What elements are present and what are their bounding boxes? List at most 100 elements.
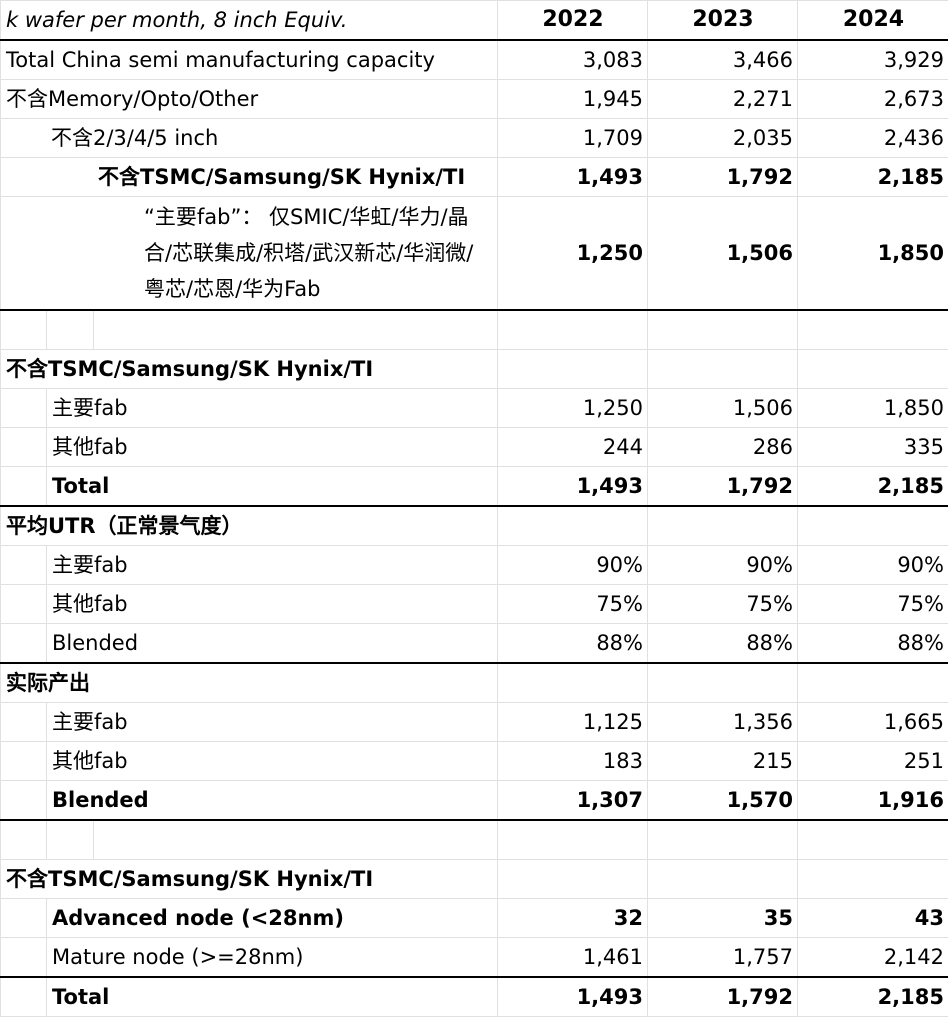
empty-cell[interactable] — [1, 938, 47, 978]
row-label[interactable]: 主要fab — [47, 546, 498, 585]
cell-value[interactable]: 1,945 — [498, 80, 648, 119]
row-label[interactable]: 主要fab — [47, 703, 498, 742]
row-label[interactable]: Total China semi manufacturing capacity — [1, 40, 498, 80]
year-header[interactable]: 2022 — [498, 1, 648, 41]
empty-cell[interactable] — [648, 663, 798, 703]
empty-cell[interactable] — [498, 663, 648, 703]
empty-cell[interactable] — [798, 506, 948, 546]
empty-cell[interactable] — [1, 742, 47, 781]
cell-value[interactable]: 1,307 — [498, 781, 648, 821]
year-header[interactable]: 2024 — [798, 1, 948, 41]
empty-cell[interactable] — [648, 820, 798, 860]
cell-value[interactable]: 2,673 — [798, 80, 948, 119]
cell-value[interactable]: 1,916 — [798, 781, 948, 821]
cell-value[interactable]: 335 — [798, 428, 948, 467]
cell-value[interactable]: 1,850 — [798, 197, 948, 311]
empty-cell[interactable] — [1, 310, 47, 350]
cell-value[interactable]: 1,570 — [648, 781, 798, 821]
empty-cell[interactable] — [1, 428, 47, 467]
cell-value[interactable]: 1,125 — [498, 703, 648, 742]
row-label[interactable]: 其他fab — [47, 428, 498, 467]
year-header[interactable]: 2023 — [648, 1, 798, 41]
cell-value[interactable]: 1,506 — [648, 389, 798, 428]
row-label-main-fab[interactable]: “主要fab”： 仅SMIC/华虹/华力/晶合/芯联集成/积塔/武汉新芯/华润微… — [1, 197, 498, 311]
row-label[interactable]: 不含2/3/4/5 inch — [1, 119, 498, 158]
empty-cell[interactable] — [1, 389, 47, 428]
empty-cell[interactable] — [498, 310, 648, 350]
cell-value[interactable]: 1,665 — [798, 703, 948, 742]
row-label[interactable]: Total — [47, 467, 498, 507]
empty-cell[interactable] — [798, 350, 948, 389]
cell-value[interactable]: 3,929 — [798, 40, 948, 80]
empty-cell[interactable] — [1, 467, 47, 507]
cell-value[interactable]: 35 — [648, 899, 798, 938]
section-title[interactable]: 实际产出 — [1, 663, 498, 703]
empty-cell[interactable] — [1, 624, 47, 664]
unit-label[interactable]: k wafer per month, 8 inch Equiv. — [1, 1, 498, 41]
cell-value[interactable]: 1,493 — [498, 158, 648, 197]
cell-value[interactable]: 251 — [798, 742, 948, 781]
empty-cell[interactable] — [47, 820, 94, 860]
cell-value[interactable]: 2,142 — [798, 938, 948, 978]
cell-value[interactable]: 2,436 — [798, 119, 948, 158]
section-title[interactable]: 不含TSMC/Samsung/SK Hynix/TI — [1, 350, 498, 389]
row-label[interactable]: 其他fab — [47, 585, 498, 624]
empty-cell[interactable] — [94, 310, 498, 350]
empty-cell[interactable] — [94, 820, 498, 860]
cell-value[interactable]: 43 — [798, 899, 948, 938]
cell-value[interactable]: 286 — [648, 428, 798, 467]
empty-cell[interactable] — [798, 820, 948, 860]
cell-value[interactable]: 1,493 — [498, 977, 648, 1017]
empty-cell[interactable] — [1, 585, 47, 624]
empty-cell[interactable] — [1, 899, 47, 938]
cell-value[interactable]: 2,271 — [648, 80, 798, 119]
section-title[interactable]: 不含TSMC/Samsung/SK Hynix/TI — [1, 860, 498, 899]
cell-value[interactable]: 75% — [648, 585, 798, 624]
cell-value[interactable]: 3,466 — [648, 40, 798, 80]
cell-value[interactable]: 1,709 — [498, 119, 648, 158]
empty-cell[interactable] — [1, 977, 47, 1017]
row-label[interactable]: Blended — [47, 781, 498, 821]
cell-value[interactable]: 1,250 — [498, 197, 648, 311]
empty-cell[interactable] — [1, 781, 47, 821]
cell-value[interactable]: 244 — [498, 428, 648, 467]
cell-value[interactable]: 75% — [798, 585, 948, 624]
cell-value[interactable]: 1,493 — [498, 467, 648, 507]
row-label[interactable]: 不含TSMC/Samsung/SK Hynix/TI — [1, 158, 498, 197]
row-label[interactable]: Mature node (>=28nm) — [47, 938, 498, 978]
row-label[interactable]: Advanced node (<28nm) — [47, 899, 498, 938]
empty-cell[interactable] — [498, 506, 648, 546]
cell-value[interactable]: 90% — [648, 546, 798, 585]
cell-value[interactable]: 2,185 — [798, 158, 948, 197]
empty-cell[interactable] — [498, 860, 648, 899]
cell-value[interactable]: 1,250 — [498, 389, 648, 428]
cell-value[interactable]: 88% — [798, 624, 948, 664]
row-label[interactable]: Total — [47, 977, 498, 1017]
cell-value[interactable]: 1,792 — [648, 158, 798, 197]
empty-cell[interactable] — [1, 546, 47, 585]
cell-value[interactable]: 88% — [648, 624, 798, 664]
cell-value[interactable]: 75% — [498, 585, 648, 624]
cell-value[interactable]: 32 — [498, 899, 648, 938]
empty-cell[interactable] — [648, 860, 798, 899]
empty-cell[interactable] — [498, 820, 648, 860]
cell-value[interactable]: 3,083 — [498, 40, 648, 80]
empty-cell[interactable] — [1, 703, 47, 742]
empty-cell[interactable] — [798, 860, 948, 899]
cell-value[interactable]: 88% — [498, 624, 648, 664]
empty-cell[interactable] — [47, 310, 94, 350]
cell-value[interactable]: 2,035 — [648, 119, 798, 158]
empty-cell[interactable] — [648, 350, 798, 389]
cell-value[interactable]: 1,850 — [798, 389, 948, 428]
row-label[interactable]: Blended — [47, 624, 498, 664]
cell-value[interactable]: 90% — [498, 546, 648, 585]
empty-cell[interactable] — [648, 310, 798, 350]
row-label[interactable]: 不含Memory/Opto/Other — [1, 80, 498, 119]
cell-value[interactable]: 90% — [798, 546, 948, 585]
cell-value[interactable]: 1,356 — [648, 703, 798, 742]
empty-cell[interactable] — [498, 350, 648, 389]
empty-cell[interactable] — [798, 663, 948, 703]
empty-cell[interactable] — [798, 310, 948, 350]
empty-cell[interactable] — [648, 506, 798, 546]
row-label[interactable]: 主要fab — [47, 389, 498, 428]
